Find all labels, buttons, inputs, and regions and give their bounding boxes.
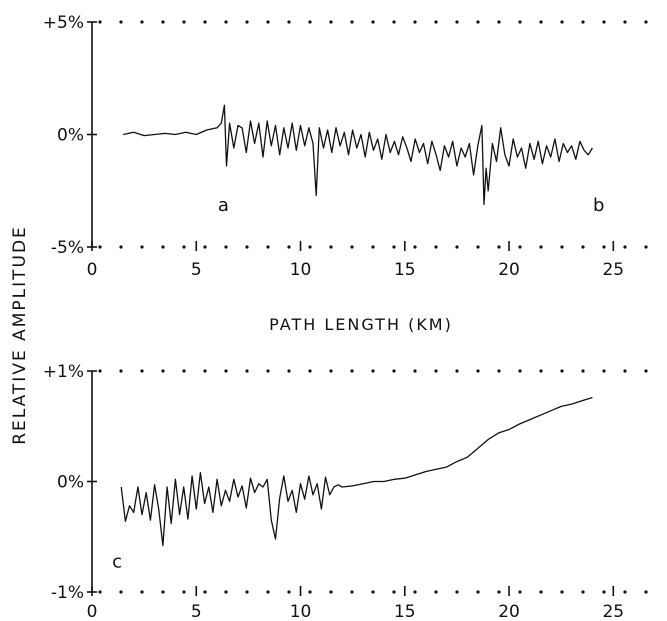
panel-top: +5% 0% -5%0 5 10 15 20 25 a b — [43, 13, 648, 280]
top-dotted-border — [98, 20, 648, 24]
x-tick-label: 0 — [87, 602, 98, 621]
y-axis-label: RELATIVE AMPLITUDE — [10, 225, 30, 445]
x-tick-label: 5 — [191, 602, 202, 621]
x-tick-label: 25 — [602, 260, 624, 280]
bottom-dotted-border — [98, 590, 648, 594]
series-line — [120, 396, 593, 547]
panel-letter-a: a — [218, 195, 229, 216]
x-tick-label: 5 — [191, 260, 202, 280]
x-tick-label: 20 — [498, 602, 520, 621]
top-dotted-border — [98, 369, 648, 373]
x-tick-label: 15 — [394, 602, 416, 621]
panel-letter-c: c — [112, 552, 122, 573]
series-line — [123, 104, 593, 205]
y-tick-label: -5% — [51, 238, 84, 258]
x-axis-label: PATH LENGTH (KM) — [269, 315, 453, 334]
y-tick-label: +5% — [43, 13, 84, 33]
bottom-dotted-border — [98, 245, 648, 249]
x-tick-label: 10 — [290, 260, 312, 280]
panel-bottom: +1% 0% -1%0 5 10 15 20 25 c — [43, 362, 648, 621]
x-tick-label: 0 — [87, 260, 98, 280]
y-tick-label: -1% — [51, 583, 84, 603]
x-tick-label: 25 — [602, 602, 624, 621]
panel-letter-b: b — [593, 195, 604, 216]
y-tick-label: +1% — [43, 362, 84, 382]
x-tick-label: 20 — [498, 260, 520, 280]
x-tick-label: 15 — [394, 260, 416, 280]
y-tick-label: 0% — [57, 126, 84, 146]
y-tick-label: 0% — [57, 473, 84, 493]
x-tick-label: 10 — [290, 602, 312, 621]
